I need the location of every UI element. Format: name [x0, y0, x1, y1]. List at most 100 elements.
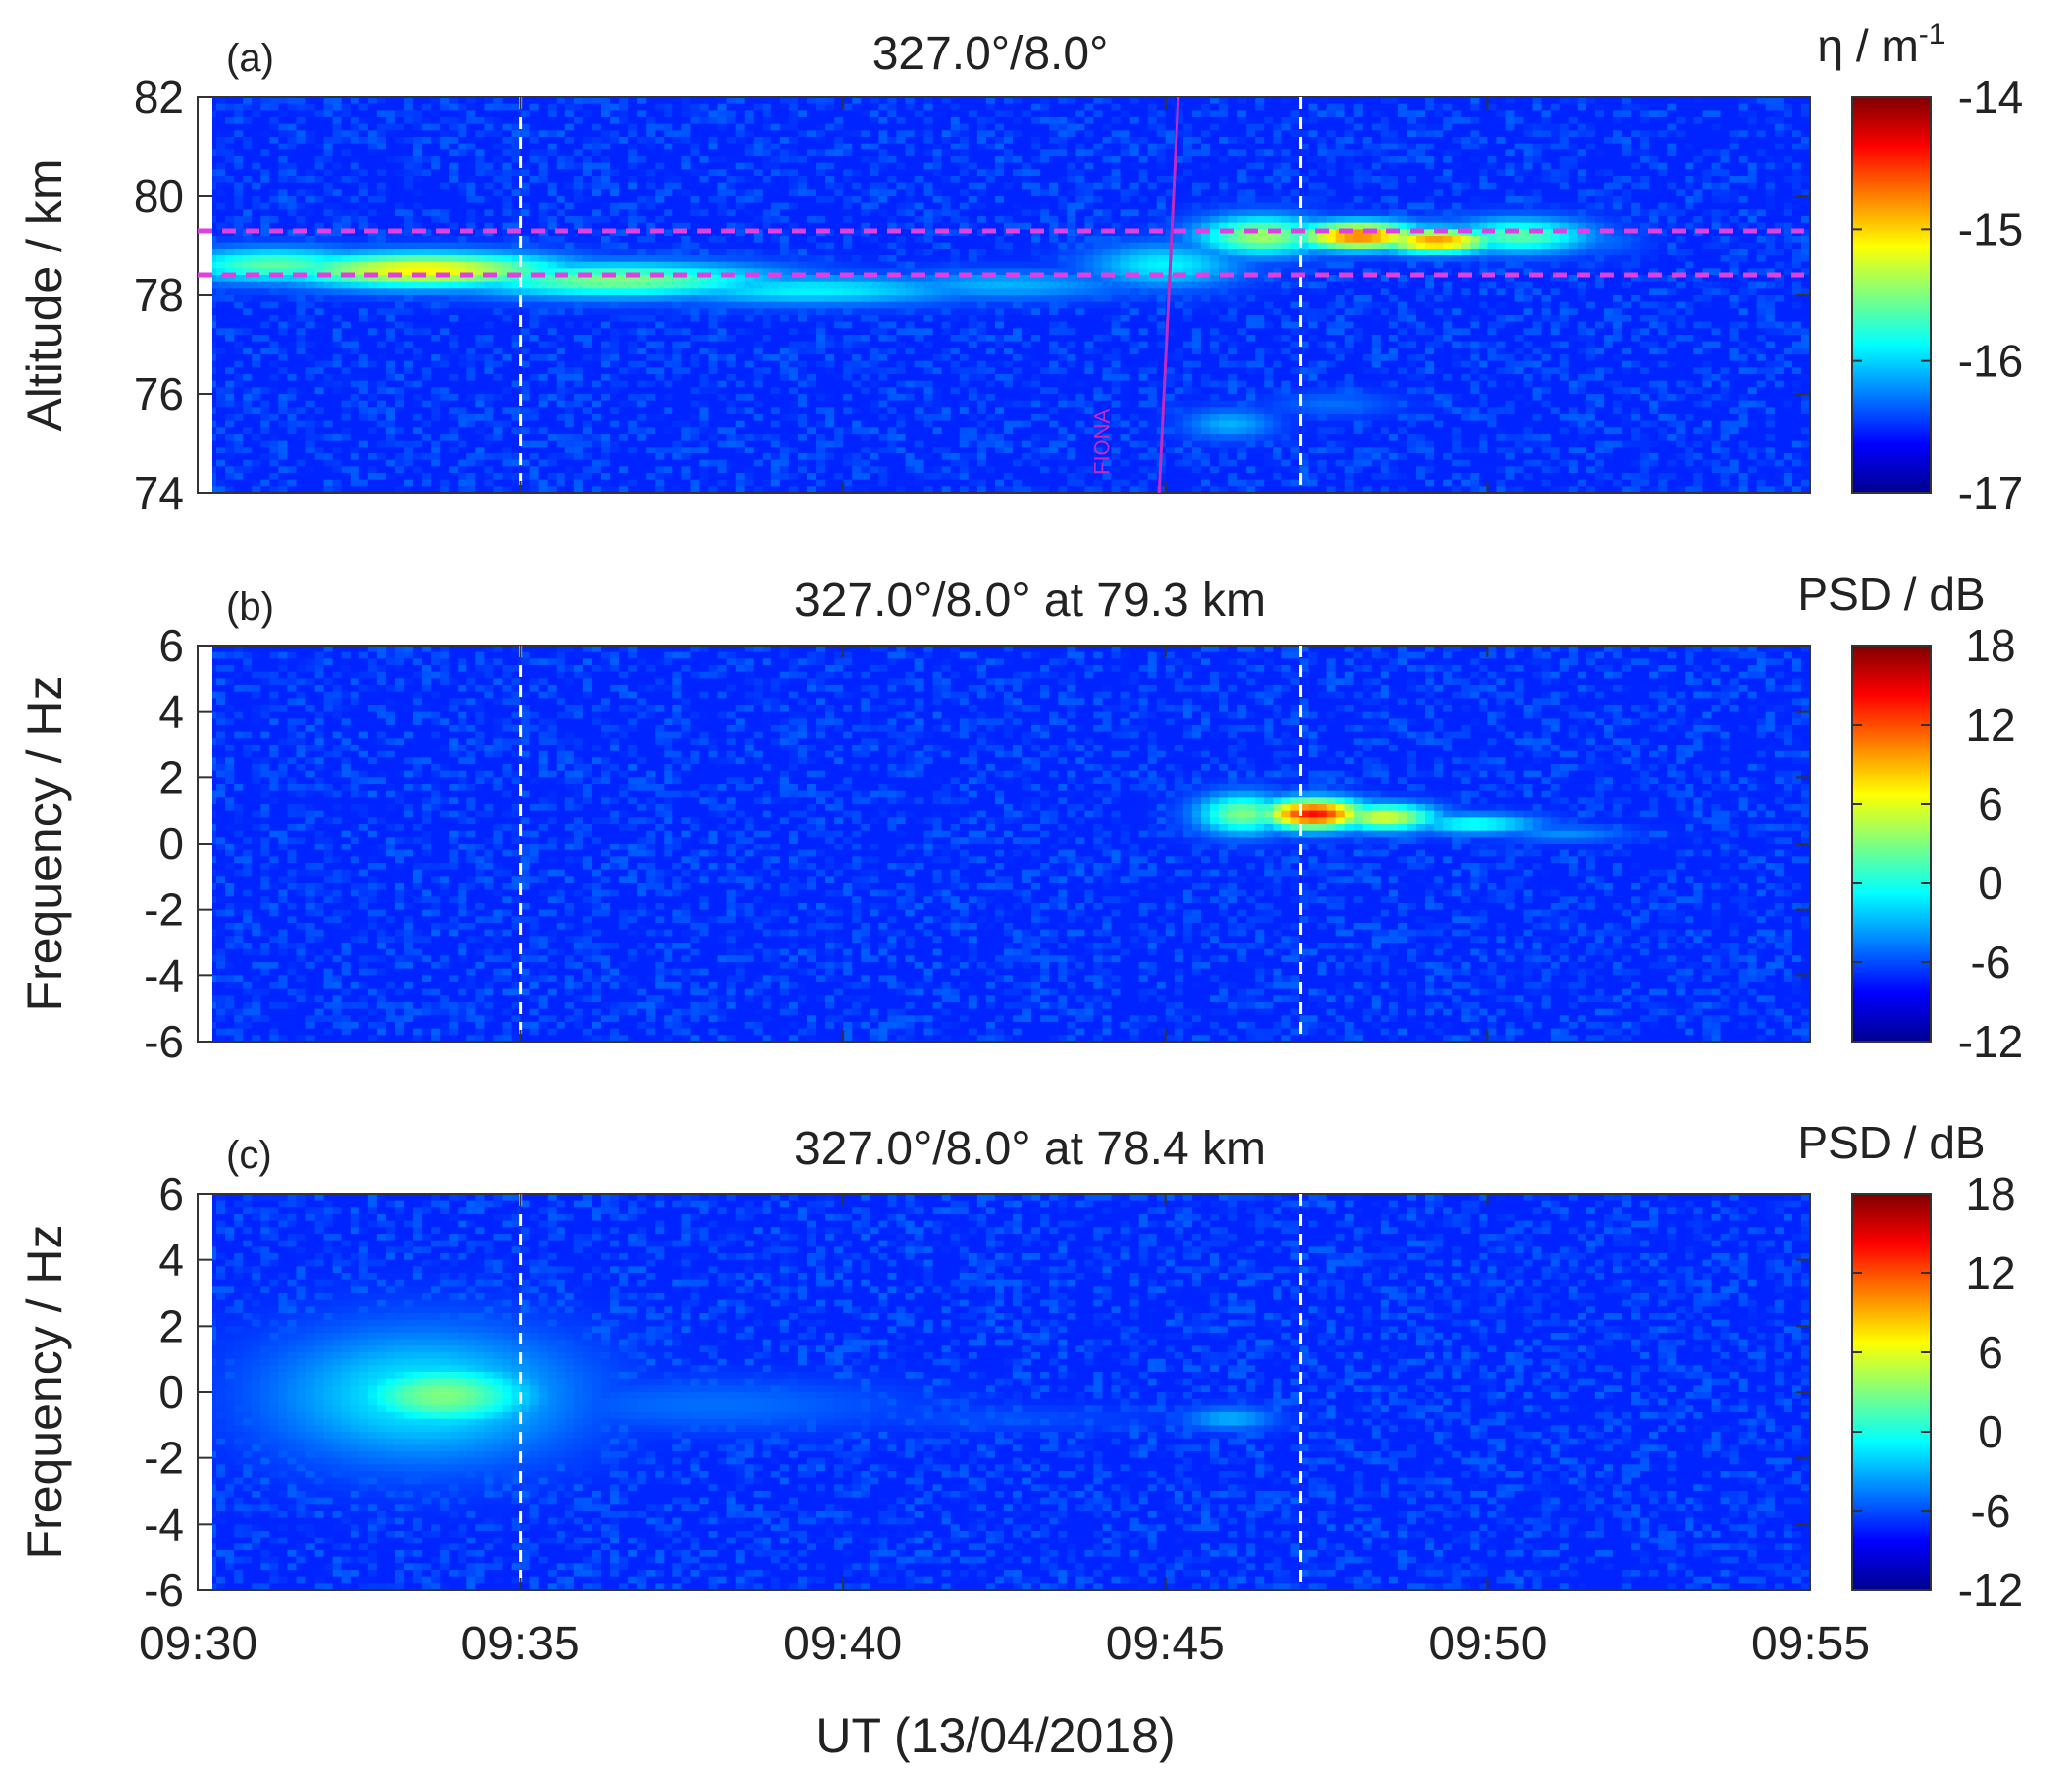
heatmap-cell: [324, 367, 334, 374]
heatmap-cell: [296, 216, 306, 223]
heatmap-cell: [260, 367, 270, 374]
heatmap-cell: [252, 209, 261, 216]
heatmap-cell: [324, 236, 334, 243]
heatmap-cell: [278, 183, 288, 190]
heatmap-cell: [306, 328, 316, 335]
heatmap-cell: [333, 421, 343, 428]
heatmap-cell: [287, 124, 297, 131]
heatmap-cell: [216, 387, 226, 394]
heatmap-cell: [260, 348, 270, 354]
heatmap-cell: [252, 288, 261, 295]
heatmap-cell: [269, 149, 279, 156]
heatmap-cell: [260, 183, 270, 190]
heatmap-cell: [333, 460, 343, 467]
heatmap-cell: [296, 302, 306, 309]
heatmap-cell: [234, 176, 244, 183]
heatmap-cell: [260, 453, 270, 460]
heatmap-cell: [287, 209, 297, 216]
heatmap-cell: [287, 466, 297, 473]
heatmap-cell: [234, 183, 244, 190]
heatmap-cell: [342, 473, 352, 480]
heatmap-cell: [306, 407, 316, 414]
heatmap-cell: [216, 361, 226, 368]
heatmap-cell: [234, 302, 244, 309]
heatmap-cell: [306, 381, 316, 388]
heatmap-cell: [252, 282, 261, 289]
heatmap-cell: [225, 387, 235, 394]
heatmap-cell: [252, 156, 261, 163]
heatmap-cell: [278, 367, 288, 374]
heatmap-cell: [225, 441, 235, 448]
heatmap-cell: [225, 117, 235, 124]
heatmap-cell: [306, 149, 316, 156]
heatmap-cell: [296, 117, 306, 124]
heatmap-cell: [296, 374, 306, 381]
heatmap-cell: [269, 236, 279, 243]
heatmap-cell: [269, 335, 279, 342]
heatmap-cell: [269, 460, 279, 467]
heatmap-cell: [243, 367, 253, 374]
heatmap-cell: [315, 149, 325, 156]
heatmap-cell: [342, 104, 352, 111]
heatmap-cell: [287, 302, 297, 309]
heatmap-cell: [306, 176, 316, 183]
heatmap-cell: [296, 322, 306, 329]
heatmap-cell: [342, 348, 352, 354]
heatmap-cell: [243, 381, 253, 388]
heatmap-cell: [324, 196, 334, 203]
heatmap-cell: [315, 441, 325, 448]
heatmap-cell: [252, 243, 261, 249]
heatmap-cell: [351, 354, 360, 361]
heatmap-cell: [243, 453, 253, 460]
heatmap-cell: [315, 328, 325, 335]
heatmap-cell: [269, 480, 279, 487]
heatmap-cell: [252, 447, 261, 453]
heatmap-cell: [333, 268, 343, 275]
heatmap-cell: [252, 466, 261, 473]
heatmap-cell: [315, 196, 325, 203]
heatmap-cell: [225, 144, 235, 150]
heatmap-cell: [306, 97, 316, 104]
heatmap-cell: [333, 466, 343, 473]
heatmap-cell: [333, 361, 343, 368]
heatmap-cell: [225, 288, 235, 295]
heatmap-cell: [333, 387, 343, 394]
heatmap-cell: [243, 460, 253, 467]
heatmap-cell: [333, 209, 343, 216]
heatmap-cell: [333, 394, 343, 401]
heatmap-cell: [216, 434, 226, 441]
heatmap-cell: [342, 322, 352, 329]
heatmap-cell: [315, 117, 325, 124]
heatmap-cell: [260, 255, 270, 262]
heatmap-cell: [278, 447, 288, 453]
heatmap-cell: [216, 117, 226, 124]
heatmap-cell: [278, 453, 288, 460]
heatmap-cell: [243, 209, 253, 216]
heatmap-cell: [333, 229, 343, 236]
heatmap-cell: [324, 427, 334, 434]
heatmap-cell: [351, 196, 360, 203]
heatmap-cell: [225, 342, 235, 348]
heatmap-cell: [278, 387, 288, 394]
heatmap-cell: [296, 367, 306, 374]
heatmap-cell: [278, 189, 288, 196]
heatmap-cell: [315, 401, 325, 408]
heatmap-cell: [216, 176, 226, 183]
heatmap-cell: [324, 149, 334, 156]
heatmap-cell: [306, 137, 316, 144]
heatmap-cell: [315, 315, 325, 322]
heatmap-cell: [333, 322, 343, 329]
heatmap-cell: [225, 262, 235, 269]
heatmap-cell: [287, 421, 297, 428]
heatmap-cell: [342, 342, 352, 348]
heatmap-cell: [306, 236, 316, 243]
heatmap-cell: [324, 144, 334, 150]
heatmap-cell: [234, 434, 244, 441]
heatmap-cell: [216, 414, 226, 421]
heatmap-cell: [287, 480, 297, 487]
heatmap-cell: [296, 381, 306, 388]
heatmap-cell: [260, 394, 270, 401]
heatmap-cell: [342, 407, 352, 414]
heatmap-cell: [252, 354, 261, 361]
heatmap-cell: [351, 117, 360, 124]
